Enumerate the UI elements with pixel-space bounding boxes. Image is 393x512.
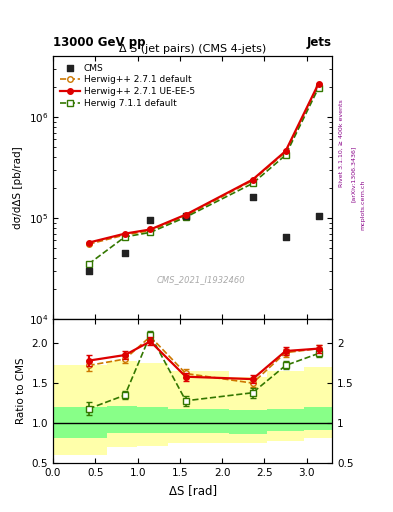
Line: Herwig++ 2.7.1 UE-EE-5: Herwig++ 2.7.1 UE-EE-5 [86,81,321,245]
Herwig++ 2.7.1 default [86,241,91,247]
Text: 13000 GeV pp: 13000 GeV pp [53,36,145,49]
X-axis label: ΔS [rad]: ΔS [rad] [169,484,217,497]
Herwig++ 2.7.1 UE-EE-5 [148,226,152,232]
Herwig++ 2.7.1 default [123,232,127,238]
Herwig 7.1.1 default [316,85,321,91]
Text: CMS_2021_I1932460: CMS_2021_I1932460 [157,275,245,284]
CMS [283,233,289,241]
CMS [122,249,128,257]
Herwig++ 2.7.1 default [250,178,255,184]
Title: Δ S (jet pairs) (CMS 4-jets): Δ S (jet pairs) (CMS 4-jets) [119,44,266,54]
CMS [316,212,322,220]
CMS [250,194,256,202]
CMS [183,212,189,220]
CMS [85,267,92,275]
Text: mcplots.cern.ch: mcplots.cern.ch [360,180,365,230]
Herwig++ 2.7.1 UE-EE-5 [316,80,321,87]
Herwig++ 2.7.1 UE-EE-5 [86,240,91,246]
Y-axis label: Ratio to CMS: Ratio to CMS [16,358,26,424]
Herwig 7.1.1 default [148,229,152,236]
Line: Herwig 7.1.1 default: Herwig 7.1.1 default [86,85,321,267]
Herwig++ 2.7.1 UE-EE-5 [123,230,127,237]
Herwig 7.1.1 default [250,180,255,186]
Text: Jets: Jets [307,36,332,49]
Herwig 7.1.1 default [86,261,91,267]
Herwig 7.1.1 default [123,234,127,240]
Herwig++ 2.7.1 default [148,227,152,233]
Legend: CMS, Herwig++ 2.7.1 default, Herwig++ 2.7.1 UE-EE-5, Herwig 7.1.1 default: CMS, Herwig++ 2.7.1 default, Herwig++ 2.… [57,61,198,111]
Herwig 7.1.1 default [184,214,188,220]
Herwig++ 2.7.1 UE-EE-5 [184,211,188,218]
Herwig++ 2.7.1 default [283,149,288,155]
Herwig++ 2.7.1 UE-EE-5 [283,148,288,154]
Herwig++ 2.7.1 default [184,213,188,219]
Y-axis label: dσ/dΔS [pb/rad]: dσ/dΔS [pb/rad] [13,146,23,229]
Text: [arXiv:1306.3436]: [arXiv:1306.3436] [351,146,356,202]
Line: Herwig++ 2.7.1 default: Herwig++ 2.7.1 default [86,82,321,247]
Text: Rivet 3.1.10, ≥ 400k events: Rivet 3.1.10, ≥ 400k events [339,99,344,187]
Herwig 7.1.1 default [283,152,288,158]
Herwig++ 2.7.1 default [316,81,321,88]
Herwig++ 2.7.1 UE-EE-5 [250,177,255,183]
CMS [147,216,153,224]
